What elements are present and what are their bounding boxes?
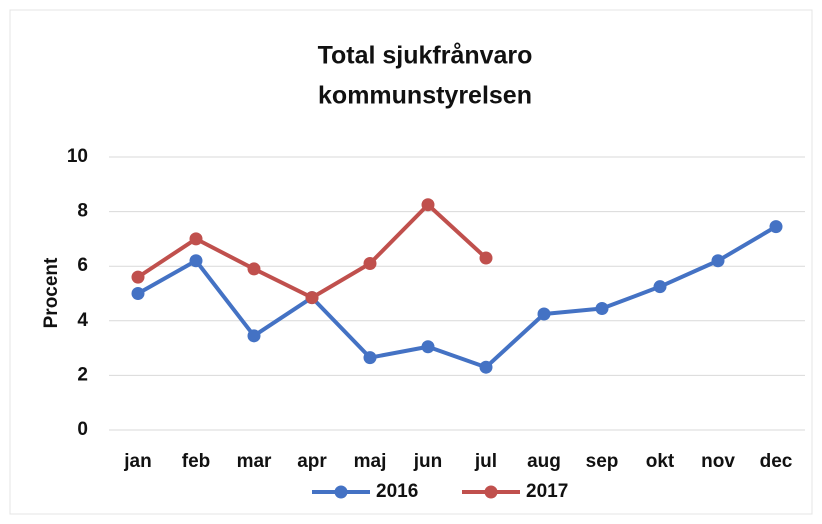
y-axis-label: Procent [41,257,62,328]
y-tick-label: 2 [77,364,88,385]
x-tick-label: nov [701,451,735,472]
legend-label: 2016 [376,481,418,502]
data-point [421,340,435,354]
data-point [595,302,609,316]
y-tick-label: 6 [77,255,88,276]
legend-label: 2017 [526,481,568,502]
y-tick-label: 4 [77,310,88,331]
x-tick-label: dec [760,451,793,472]
chart-title: Total sjukfrånvaro [318,42,533,70]
x-tick-label: jul [474,451,497,472]
data-point [711,254,725,268]
x-tick-label: jun [413,451,443,472]
legend-marker [334,485,348,499]
data-point [769,220,783,234]
series-line [137,224,778,370]
x-tick-label: aug [527,451,561,472]
data-point [305,291,319,305]
data-point [189,232,203,246]
data-point [653,280,667,294]
data-point [363,256,377,270]
data-point [131,287,145,300]
data-point [247,262,261,276]
chart-title: kommunstyrelsen [318,82,532,110]
x-tick-label: maj [354,451,387,472]
legend-marker [484,485,498,499]
x-tick-label: feb [182,451,211,472]
x-tick-label: jan [123,451,151,472]
data-point [537,307,551,321]
y-tick-label: 0 [77,419,88,440]
data-point [363,351,377,365]
data-point [189,254,203,268]
x-tick-label: apr [297,451,327,472]
y-tick-label: 8 [77,201,88,222]
y-tick-label: 10 [67,146,88,167]
data-point [479,251,493,265]
data-point [131,270,145,284]
x-tick-label: mar [237,451,272,472]
x-tick-label: sep [586,451,619,472]
data-point [247,329,261,343]
x-tick-label: okt [646,451,675,472]
data-point [421,198,435,212]
data-point [479,360,493,374]
